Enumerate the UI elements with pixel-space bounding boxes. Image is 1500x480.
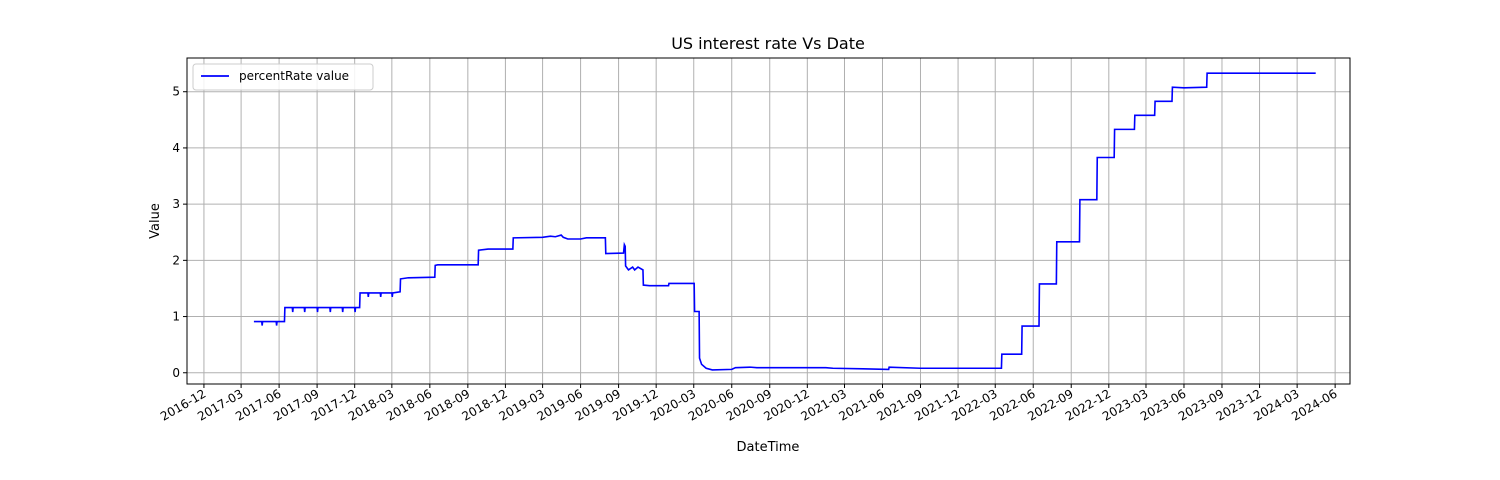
legend-label: percentRate value [239,69,349,83]
x-axis: 2016-122017-032017-062017-092017-122018-… [158,384,1340,424]
legend: percentRate value [192,63,374,91]
chart-title: US interest rate Vs Date [671,34,865,53]
y-tick-label: 1 [172,310,180,324]
grid [187,58,1350,384]
y-tick-label: 5 [172,85,180,99]
legend-box [192,63,374,91]
series-layer [253,72,1316,371]
y-axis-label: Value [148,203,163,239]
y-tick-label: 3 [172,197,180,211]
plot-frame [186,57,1351,385]
y-tick-label: 4 [172,141,180,155]
y-axis: 0 1 2 3 4 5 [172,85,187,380]
x-axis-label: DateTime [737,440,800,455]
y-tick-label: 0 [172,366,180,380]
series-line-0 [253,72,1316,371]
y-tick-label: 2 [172,253,180,267]
